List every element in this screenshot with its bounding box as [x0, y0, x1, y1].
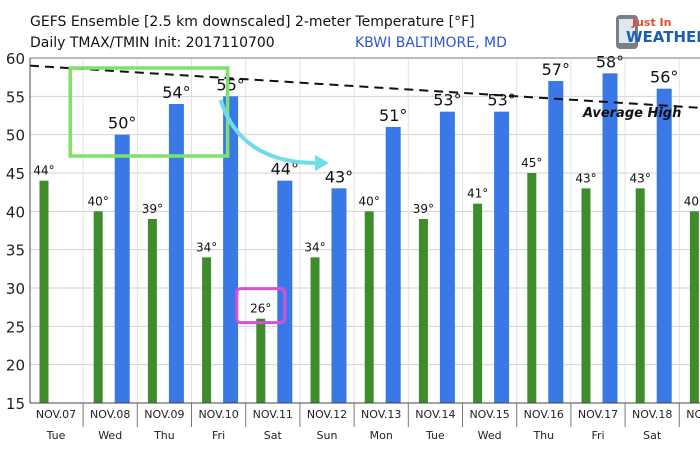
bars [39, 73, 699, 404]
x-day-label: Sun [317, 429, 338, 442]
chart-subtitle: Daily TMAX/TMIN Init: 2017110700 [30, 35, 275, 51]
chart-title: GEFS Ensemble [2.5 km downscaled] 2-mete… [30, 14, 475, 30]
x-tick-label: NOV.12 [307, 408, 347, 421]
tmax-value-label: 54° [162, 83, 190, 102]
tmax-value-label: 56° [650, 68, 678, 87]
tmax-value-label: 50° [108, 114, 136, 133]
tmin-value-label: 40° [359, 194, 380, 208]
y-tick-label: 20 [6, 357, 25, 375]
logo: Just In WEATHER [616, 15, 700, 49]
logo-line1: Just In [631, 16, 671, 29]
arrow-head-icon [315, 155, 329, 171]
x-day-label: Tue [46, 429, 66, 442]
tmin-bar [364, 211, 374, 403]
y-tick-label: 35 [6, 242, 25, 260]
logo-line2: WEATHER [626, 28, 700, 46]
tmin-bar [581, 188, 591, 403]
y-tick-label: 15 [6, 395, 25, 413]
x-tick-label: NOV.17 [578, 408, 618, 421]
tmax-value-label: 55° [216, 75, 244, 94]
x-day-label: Wed [98, 429, 122, 442]
tmin-bar [39, 180, 49, 403]
x-tick-label: NOV.08 [90, 408, 130, 421]
tmax-value-label: 57° [542, 60, 570, 79]
x-day-label: Mon [370, 429, 393, 442]
tmax-value-label: 44° [271, 160, 299, 179]
x-day-label: Tue [425, 429, 445, 442]
tmax-bar [548, 81, 564, 403]
x-day-label: Wed [478, 429, 502, 442]
x-tick-label: NOV.16 [524, 408, 564, 421]
tmin-bar [93, 211, 103, 403]
x-day-label: Sat [643, 429, 662, 442]
tmin-bar [689, 211, 699, 403]
x-tick-label: NOV.11 [253, 408, 293, 421]
tmin-value-label: 43° [630, 171, 651, 185]
tmin-bar [527, 173, 537, 403]
station-label: KBWI BALTIMORE, MD [355, 35, 507, 51]
x-tick-label: NOV.09 [144, 408, 184, 421]
highlight-box-low [235, 287, 287, 325]
tmax-value-label: 51° [379, 106, 407, 125]
y-tick-label: 40 [6, 203, 25, 221]
x-tick-label: NOV.07 [36, 408, 76, 421]
y-tick-label: 50 [6, 127, 25, 145]
tmax-value-label: 58° [596, 52, 624, 71]
tmax-bar [331, 188, 347, 403]
tmax-bar [223, 96, 239, 403]
data-labels: 44° 40° 50° 39° 54° 34° 55° 26° 44° 34° 43° 40° 51° 3… [33, 52, 700, 315]
annotations: Average High [29, 64, 700, 325]
x-tick-label: NOV.18 [632, 408, 672, 421]
average-high-line [29, 64, 700, 109]
y-tick-label: 25 [6, 318, 25, 336]
tmax-bar [439, 111, 455, 404]
tmin-value-label: 39° [142, 202, 163, 216]
x-tick-label: NOV.13 [361, 408, 401, 421]
y-tick-label: 45 [6, 165, 25, 183]
tmin-bar [418, 219, 428, 403]
x-day-label: Fri [212, 429, 225, 442]
highlight-box-highs [68, 66, 230, 158]
tmax-bar [494, 111, 510, 404]
x-tick-label: NOV.19 [686, 408, 700, 421]
y-tick-label: 60 [6, 50, 25, 68]
tmax-bar [168, 104, 184, 403]
tmin-bar [256, 318, 266, 403]
tmax-value-label: 43° [325, 167, 353, 186]
tmin-value-label: 39° [413, 202, 434, 216]
tmin-value-label: 41° [467, 187, 488, 201]
tmin-value-label: 34° [304, 240, 325, 254]
tmin-bar [310, 257, 320, 403]
y-tick-label: 30 [6, 280, 25, 298]
tmin-value-label: 40° [684, 194, 700, 208]
highlight-arrow [218, 99, 318, 165]
tmax-value-label: 53° [433, 91, 461, 110]
tmin-bar [202, 257, 212, 403]
x-tick-label: NOV.14 [415, 408, 455, 421]
tmin-value-label: 45° [521, 156, 542, 170]
tmax-bar [385, 127, 401, 403]
tmax-bar [114, 134, 130, 403]
axes: 15 20 25 30 35 40 45 50 55 60 NOV.07 Tue NOV.08 Wed NO… [6, 50, 700, 442]
x-day-label: Thu [153, 429, 175, 442]
tmin-value-label: 40° [88, 194, 109, 208]
tmin-value-label: 26° [250, 302, 271, 316]
x-day-label: Fri [591, 429, 604, 442]
y-tick-label: 55 [6, 88, 25, 106]
tmax-value-label: 53° [487, 91, 515, 110]
x-tick-label: NOV.15 [469, 408, 509, 421]
average-high-label: Average High [582, 106, 681, 121]
tmin-value-label: 44° [33, 164, 54, 178]
tmax-bar [602, 73, 618, 403]
x-day-label: Sat [264, 429, 283, 442]
tmin-value-label: 34° [196, 240, 217, 254]
tmin-bar [473, 203, 483, 403]
tmax-bar [656, 88, 672, 404]
x-day-label: Thu [532, 429, 554, 442]
tmin-bar [147, 219, 157, 403]
tmin-value-label: 43° [575, 171, 596, 185]
x-tick-label: NOV.10 [198, 408, 238, 421]
tmin-bar [635, 188, 645, 403]
